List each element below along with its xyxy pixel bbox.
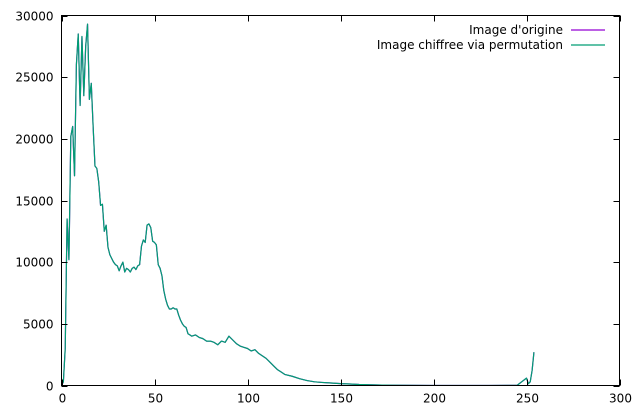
y-tick-label: 0 [46, 380, 54, 394]
legend-label-1: Image chiffree via permutation [377, 38, 563, 52]
y-tick-label: 5000 [23, 318, 54, 332]
series-layer [60, 23, 535, 387]
x-tick-label: 100 [237, 392, 260, 406]
legend-label-0: Image d'origine [469, 23, 563, 37]
plot-frame [61, 15, 620, 386]
x-tick-label: 150 [330, 392, 353, 406]
x-tick-label: 0 [59, 392, 67, 406]
x-tick-label: 200 [423, 392, 446, 406]
y-tick-label: 20000 [15, 133, 53, 147]
axis-ticks: 0 50 100 150 200 250 300 0 5000 10000 15000 20000 25… [15, 10, 632, 406]
x-tick-label: 250 [516, 392, 539, 406]
y-tick-label: 15000 [15, 195, 53, 209]
y-tick-label: 25000 [15, 71, 53, 85]
x-tick-label: 300 [609, 392, 632, 406]
x-tick-label: 50 [148, 392, 163, 406]
y-tick-label: 30000 [15, 10, 53, 24]
y-tick-label: 10000 [15, 256, 53, 270]
series-line-1 [60, 23, 535, 387]
